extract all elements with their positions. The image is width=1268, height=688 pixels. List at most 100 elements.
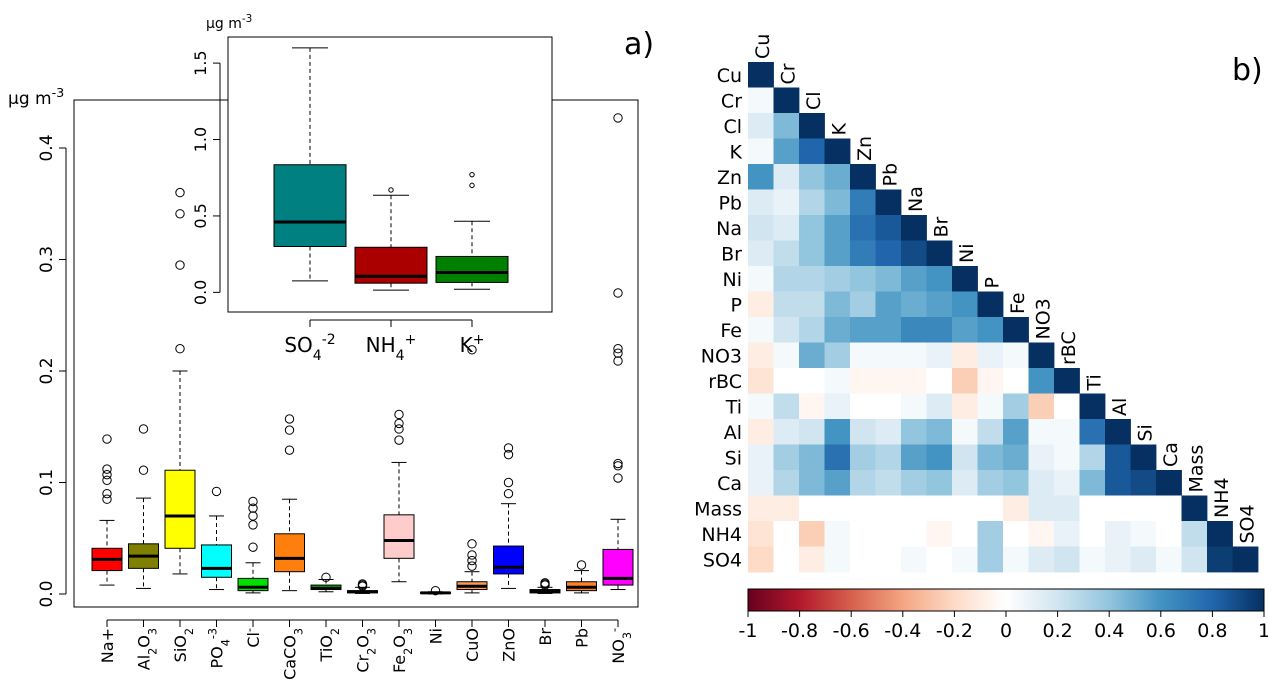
box <box>274 533 305 573</box>
column-label: K <box>828 123 850 136</box>
main-box-8: Fe2O3 <box>383 409 415 673</box>
heatmap-cell <box>799 138 825 165</box>
x-tick-label-part: 2 <box>365 648 378 655</box>
inset-box-1: NH4+ <box>354 187 428 364</box>
column-label: rBC <box>1058 331 1080 365</box>
x-tick-label: SO4-2 <box>284 332 335 364</box>
heatmap-cell <box>952 393 978 420</box>
heatmap-cell <box>1003 368 1029 394</box>
main-box-10: CuO <box>456 345 488 662</box>
x-tick-label: PO4-3 <box>206 628 232 669</box>
heatmap-cell <box>850 393 876 420</box>
outlier-point <box>613 113 623 123</box>
heatmap-cell <box>1156 495 1182 522</box>
heatmap-cell <box>850 470 876 496</box>
main-y-label-part: µg m <box>8 89 52 109</box>
heatmap-cell <box>926 342 953 369</box>
outlier-point <box>284 445 295 455</box>
heatmap-cell <box>773 546 800 573</box>
heatmap-cell <box>1130 470 1157 496</box>
heatmap-cell <box>824 215 851 241</box>
heatmap-cell <box>901 342 927 369</box>
x-tick-label-part: 3 <box>365 628 378 635</box>
heatmap-cell <box>1105 521 1131 547</box>
heatmap-cell <box>926 368 953 394</box>
outlier-point <box>248 511 258 521</box>
x-tick-label-part: PO <box>208 646 227 668</box>
heatmap-cell <box>748 368 774 394</box>
column-label: Al <box>1109 398 1131 416</box>
outlier-point <box>175 209 185 219</box>
outlier-point <box>102 469 112 480</box>
colorbar-tick-label: 0.8 <box>1197 620 1227 642</box>
heatmap-cell <box>748 164 774 190</box>
box <box>201 544 232 578</box>
row-label: Mass <box>694 498 742 520</box>
heatmap-cell <box>1079 546 1106 573</box>
heatmap-cell <box>748 521 774 547</box>
x-tick-label-part: ZnO <box>500 628 519 662</box>
heatmap-cell <box>926 444 953 471</box>
x-tick-label-part: - <box>243 628 256 632</box>
heatmap-cell <box>901 470 927 496</box>
heatmap-cell <box>1181 546 1208 573</box>
outlier-point <box>613 348 623 358</box>
heatmap-cell <box>901 291 927 318</box>
outlier-point <box>503 477 514 488</box>
heatmap-cell <box>799 317 825 343</box>
heatmap-cell <box>952 546 978 573</box>
heatmap-cell <box>926 419 953 445</box>
outlier-point <box>469 171 475 178</box>
box <box>383 514 415 559</box>
x-tick-label-part: Br <box>536 628 555 646</box>
heatmap-cell <box>1003 393 1029 420</box>
x-tick-label: Cl- <box>243 628 264 648</box>
heatmap-cell <box>1054 495 1080 522</box>
heatmap-cell <box>850 419 876 445</box>
x-tick-label-part: 2 <box>183 628 196 635</box>
heatmap-cell <box>977 495 1004 522</box>
main-box-3: PO4-3 <box>201 486 232 669</box>
x-tick-label-part: CuO <box>463 628 482 662</box>
heatmap-cell <box>799 189 825 216</box>
heatmap-cell <box>799 495 825 522</box>
heatmap-cell <box>773 240 800 267</box>
outlier-point <box>175 344 185 354</box>
x-tick-label-part: Cl <box>244 632 263 648</box>
outlier-point <box>467 555 477 566</box>
x-tick-label-part: CaCO <box>281 635 300 680</box>
column-label: Ni <box>956 244 978 264</box>
column-label: Ca <box>1160 442 1182 467</box>
heatmap-cell <box>1054 546 1080 573</box>
heatmap-cell <box>773 342 800 369</box>
outlier-point <box>175 260 185 270</box>
colorbar-tick-label: 0 <box>1000 620 1012 642</box>
column-label: Si <box>1134 424 1156 441</box>
heatmap-cell <box>773 419 800 445</box>
heatmap-cell <box>901 368 927 394</box>
row-label: Ti <box>725 396 742 418</box>
main-box-4: Cl- <box>237 496 269 648</box>
heatmap-cell <box>875 266 902 292</box>
main-box-5: CaCO3 <box>274 414 305 680</box>
heatmap-cell <box>952 368 978 394</box>
heatmap-cell <box>748 470 774 496</box>
inset-box-0: SO4-2 <box>273 47 347 364</box>
box <box>273 164 347 248</box>
heatmap-cell <box>1054 419 1080 445</box>
heatmap-cell <box>824 164 851 190</box>
heatmap-cell <box>926 291 953 318</box>
heatmap-cell <box>824 240 851 267</box>
heatmap-cell <box>1003 444 1029 471</box>
outlier-point <box>211 486 222 497</box>
heatmap-cell <box>901 266 927 292</box>
heatmap-cell <box>748 62 774 88</box>
column-label: Br <box>930 216 952 237</box>
heatmap-cell <box>799 240 825 267</box>
colorbar-tick-label: -0.6 <box>833 620 870 642</box>
heatmap-cell <box>901 444 927 471</box>
outlier-point <box>503 488 514 499</box>
outlier-point <box>394 409 404 420</box>
x-tick-label-part: + <box>405 332 417 348</box>
outlier-point <box>175 187 185 198</box>
